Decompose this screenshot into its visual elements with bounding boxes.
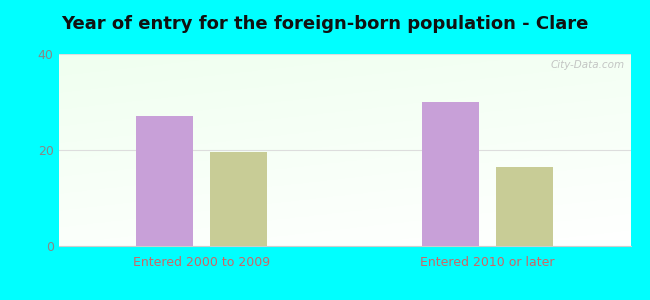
Bar <box>136 116 193 246</box>
Text: City-Data.com: City-Data.com <box>551 60 625 70</box>
Bar <box>422 102 479 246</box>
Bar <box>496 167 553 246</box>
Text: Year of entry for the foreign-born population - Clare: Year of entry for the foreign-born popul… <box>61 15 589 33</box>
Bar <box>210 152 267 246</box>
